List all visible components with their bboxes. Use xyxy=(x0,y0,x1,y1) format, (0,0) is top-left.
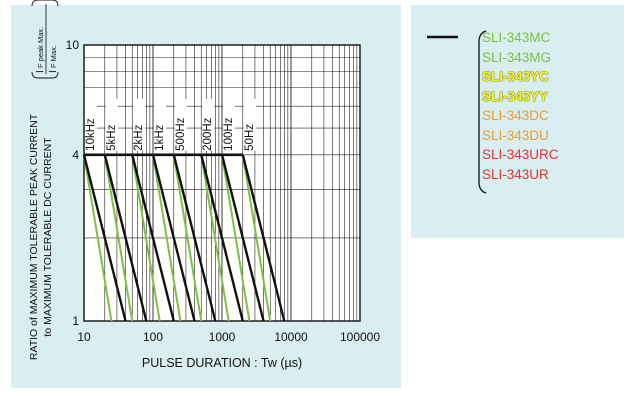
legend-item: SLI-343DU xyxy=(482,127,549,143)
series-label-10khz: 10kHz xyxy=(85,118,97,151)
series-label-100hz: 100Hz xyxy=(223,117,235,150)
y-tick-label: 1 xyxy=(72,314,79,328)
series-line-black-200hz xyxy=(200,154,244,322)
y-axis-formula: IF peak Max.IF Max. xyxy=(31,0,59,79)
series-line-black-50hz xyxy=(241,154,286,322)
series-line-black-5khz xyxy=(103,154,148,322)
legend-item: SLI-343URC xyxy=(482,147,559,162)
legend-item: SLI-343DC xyxy=(482,108,549,123)
y-tick-label: 10 xyxy=(66,38,80,52)
series-label-bg xyxy=(223,98,235,151)
y-tick-label: 4 xyxy=(72,148,79,162)
legend-panel xyxy=(411,5,624,238)
x-tick-label: 10 xyxy=(77,330,91,344)
legend-item: SLI-343YY xyxy=(482,88,549,104)
series-line-green-500hz xyxy=(172,154,203,322)
series-label-5khz: 5kHz xyxy=(106,124,118,150)
series-line-black-500hz xyxy=(172,154,217,322)
series-label-bg xyxy=(243,98,256,151)
series-label-bg xyxy=(202,98,215,151)
series-line-black-10khz xyxy=(82,154,127,322)
legend-item: SLI-343YC xyxy=(482,69,549,84)
series-line-green-2khz xyxy=(131,154,161,322)
x-tick-label: 10000 xyxy=(274,330,308,344)
x-axis-label: PULSE DURATION : Tw (µs) xyxy=(142,356,302,370)
series-line-black-2khz xyxy=(131,154,175,322)
formula-paren-right xyxy=(31,0,59,7)
x-tick-label: 1000 xyxy=(209,330,236,344)
formula-paren-left xyxy=(31,71,59,79)
y-axis-label-sub: to MAXIMUM TOLERABLE DC CURRENT xyxy=(42,137,54,337)
series-line-green-50hz xyxy=(241,154,272,322)
series-label-200hz: 200Hz xyxy=(202,117,214,150)
x-tick-label: 100000 xyxy=(340,330,380,344)
series-label-1khz: 1kHz xyxy=(154,124,166,150)
series-line-green-5khz xyxy=(103,154,134,322)
formula-denominator-sub: F Max. xyxy=(49,45,58,68)
formula-denominator: I xyxy=(48,70,59,73)
x-tick-label: 100 xyxy=(143,330,163,344)
formula-numerator: I xyxy=(35,70,46,73)
series-label-bg xyxy=(133,98,146,151)
series-label-bg xyxy=(154,98,166,151)
series-label-bg xyxy=(174,98,187,151)
y-axis-label-main: RATIO of MAXIMUM TOLERABLE PEAK CURRENT xyxy=(28,113,40,360)
series-line-green-200hz xyxy=(200,154,230,322)
series-label-bg xyxy=(85,98,97,151)
series-line-black-1khz xyxy=(151,154,196,322)
legend-item: SLI-343MG xyxy=(482,49,552,65)
formula-numerator-sub: F peak Max. xyxy=(36,27,45,68)
series-label-2khz: 2kHz xyxy=(133,124,145,150)
series-line-black-100hz xyxy=(220,154,265,322)
plot-border xyxy=(83,44,361,322)
series-line-green-100hz xyxy=(221,154,251,322)
series-label-50hz: 50Hz xyxy=(244,124,256,151)
legend-item: SLI-343MC xyxy=(482,30,551,45)
legend-item: SLI-343UR xyxy=(482,166,549,182)
series-line-green-10khz xyxy=(83,154,113,322)
series-line-green-1khz xyxy=(152,154,182,322)
series-label-bg xyxy=(105,98,118,151)
series-label-500hz: 500Hz xyxy=(175,117,187,150)
